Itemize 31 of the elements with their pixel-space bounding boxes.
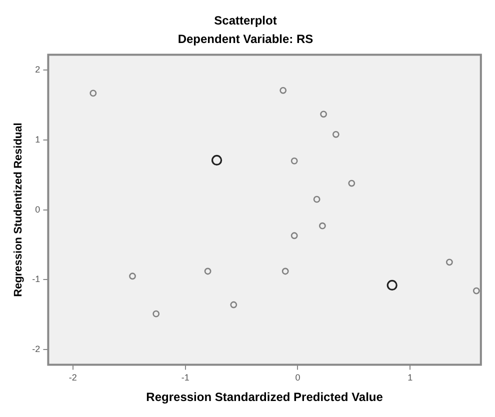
point: [313, 196, 320, 203]
point: [280, 86, 287, 94]
point: [386, 280, 398, 291]
point: [290, 232, 298, 240]
point: [152, 310, 160, 318]
point: [204, 268, 212, 275]
x-tick-label: -1: [181, 372, 190, 383]
x-axis-title: Regression Standardized Predicted Value: [146, 390, 384, 404]
point: [290, 157, 298, 164]
chart-subtitle: Dependent Variable: RS: [178, 32, 314, 46]
y-tick-label: -2: [32, 344, 40, 354]
point: [230, 301, 238, 308]
point: [332, 130, 340, 138]
y-tick-label: 2: [35, 64, 40, 75]
x-tick-label: 1: [408, 372, 413, 383]
point: [348, 180, 356, 187]
y-tick-label: 1: [35, 134, 40, 144]
point: [446, 258, 453, 266]
y-tick-label: 0: [35, 204, 40, 214]
x-tick-label: -2: [68, 372, 77, 383]
point: [320, 110, 328, 118]
point: [282, 268, 289, 275]
point: [129, 272, 136, 280]
y-axis-title: Regression Studentized Residual: [12, 122, 25, 297]
point: [472, 287, 480, 294]
x-tick-label: 0: [295, 372, 300, 383]
point: [90, 90, 97, 97]
chart-title: Scatterplot: [214, 14, 277, 28]
point: [318, 222, 326, 230]
point: [211, 154, 222, 166]
y-tick-label: -1: [32, 274, 40, 284]
